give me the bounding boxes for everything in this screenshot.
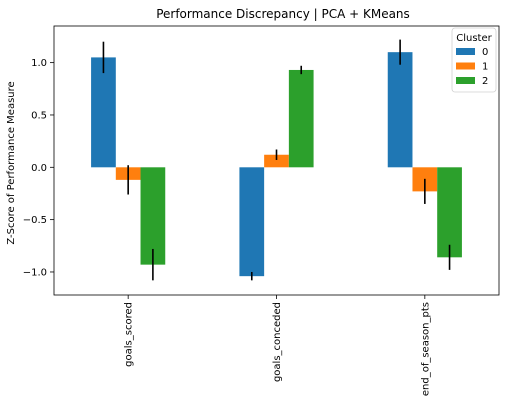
legend-title: Cluster bbox=[456, 33, 492, 44]
chart-title: Performance Discrepancy | PCA + KMeans bbox=[156, 7, 410, 21]
bar-cluster-2-end_of_season_pts bbox=[437, 167, 462, 258]
y-axis-label: Z-Score of Performance Measure bbox=[6, 81, 17, 244]
y-tick-label: −1.0 bbox=[23, 267, 47, 278]
plot-area: −1.0 −0.5 0.0 0.5 1.0 goals_scored goals_conce… bbox=[23, 25, 500, 396]
bar-cluster-1-goals_conceded bbox=[264, 154, 289, 168]
legend-label-cluster-0: 0 bbox=[482, 47, 488, 58]
y-tick-label: 1.0 bbox=[31, 58, 47, 69]
y-tick-label: −0.5 bbox=[23, 215, 47, 226]
legend-box bbox=[451, 27, 497, 93]
x-tick-label: end_of_season_pts bbox=[420, 302, 431, 396]
legend-label-cluster-2: 2 bbox=[482, 76, 488, 87]
legend-swatch-cluster-2 bbox=[456, 77, 475, 84]
legend-label-cluster-1: 1 bbox=[482, 62, 488, 73]
x-tick-label: goals_conceded bbox=[272, 302, 283, 382]
bar-cluster-0-end_of_season_pts bbox=[387, 52, 413, 168]
y-tick-label: 0.0 bbox=[31, 163, 47, 174]
bar-cluster-0-goals_scored bbox=[91, 57, 116, 168]
bar-cluster-2-goals_scored bbox=[140, 167, 166, 265]
bar-cluster-2-goals_conceded bbox=[288, 69, 314, 168]
bar-cluster-0-goals_conceded bbox=[239, 167, 265, 277]
legend-swatch-cluster-0 bbox=[456, 48, 475, 55]
legend-swatch-cluster-1 bbox=[456, 62, 475, 70]
x-tick-label: goals_scored bbox=[124, 302, 135, 367]
y-tick-label: 0.5 bbox=[31, 110, 47, 121]
